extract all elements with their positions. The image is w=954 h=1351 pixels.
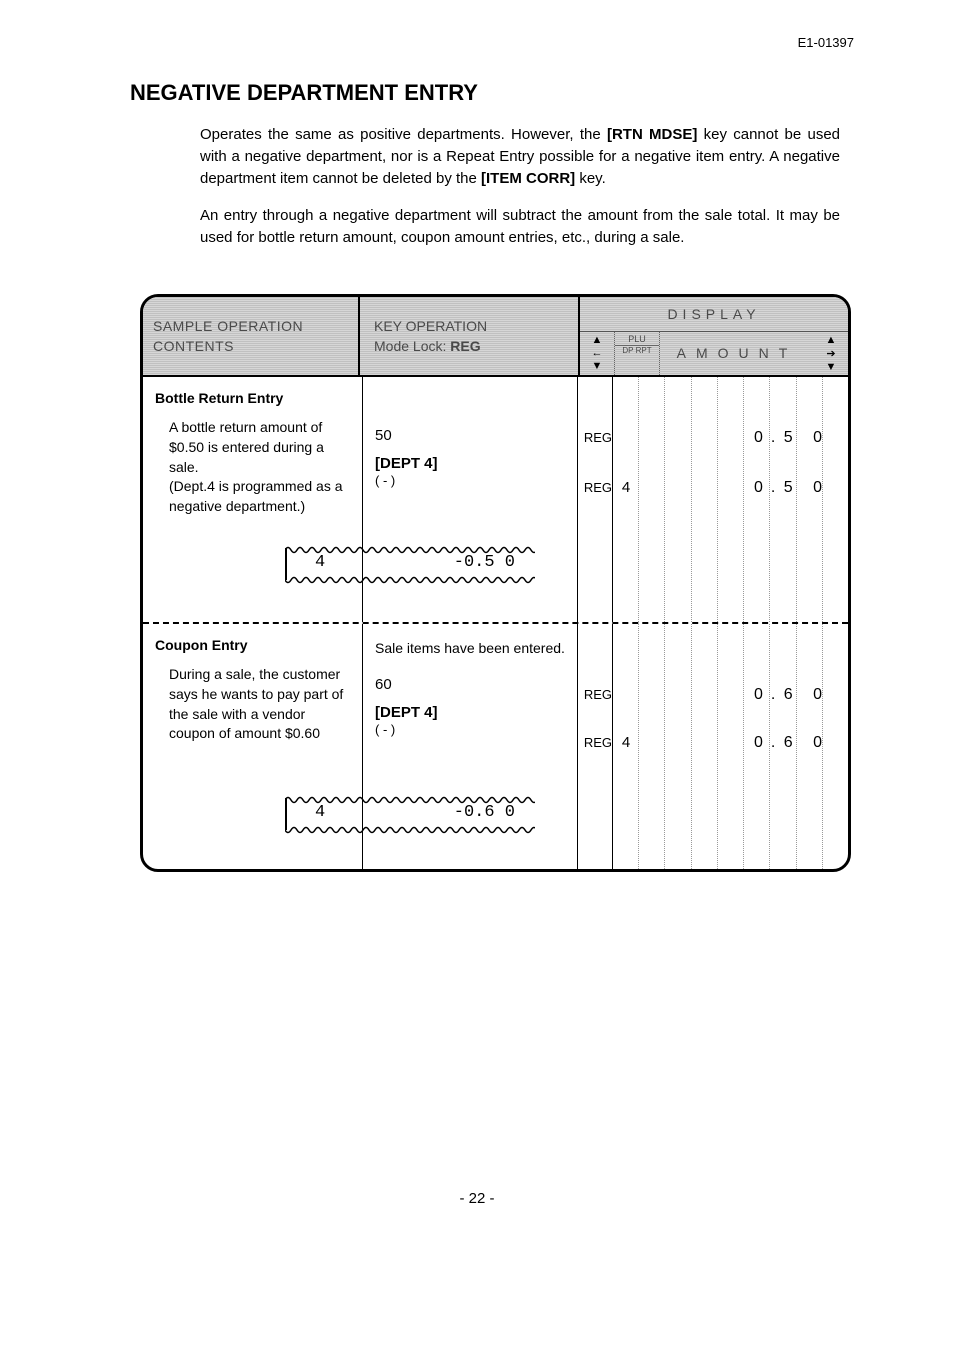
display-line: REG 4 0. 6 0 (578, 732, 848, 754)
display-line: REG 0. 6 0 (578, 684, 848, 706)
text: Operates the same as positive department… (200, 126, 607, 143)
text: Mode Lock: REG (374, 338, 564, 354)
hdr-sample-operation: SAMPLE OPERATION CONTENTS (143, 297, 360, 375)
operation-panel: SAMPLE OPERATION CONTENTS KEY OPERATION … (140, 294, 851, 872)
mode-indicator: REG (578, 687, 614, 702)
hdr-display: DISPLAY ▲←▼ PLU DP RPT AMOUNT ▲➔▼ (580, 297, 848, 375)
receipt-dept: 4 (315, 553, 325, 572)
amount-label: AMOUNT (660, 332, 814, 375)
display-label: DISPLAY (580, 297, 848, 332)
mode-indicator: REG (578, 480, 614, 495)
panel-header: SAMPLE OPERATION CONTENTS KEY OPERATION … (143, 297, 848, 377)
receipt-dept: 4 (315, 803, 325, 822)
hdr-key-operation: KEY OPERATION Mode Lock: REG (360, 297, 580, 375)
table-row: Bottle Return Entry A bottle return amou… (143, 377, 848, 622)
dept-digit: 4 (614, 734, 638, 751)
receipt-amount: -0.5 0 (454, 553, 515, 572)
sample-body: A bottle return amount of $0.50 is enter… (155, 418, 350, 516)
amount-digits: 0. 6 0 (754, 686, 848, 704)
text: KEY OPERATION (374, 318, 564, 334)
dept-digit: 4 (614, 479, 638, 496)
arrows-icon: ▲➔▼ (814, 332, 848, 375)
text: key. (575, 170, 606, 187)
table-row: Coupon Entry During a sale, the customer… (143, 622, 848, 869)
page-title: NEGATIVE DEPARTMENT ENTRY (130, 80, 894, 106)
page-number: - 22 - (0, 1190, 954, 1207)
display-line: REG 0. 5 0 (578, 427, 848, 449)
sample-title: Coupon Entry (155, 636, 350, 656)
paragraph-2: An entry through a negative department w… (200, 205, 840, 249)
text: CONTENTS (153, 338, 348, 354)
display-cell: REG 0. 5 0REG 4 0. 5 0 (578, 377, 848, 622)
amount-digits: 0. 6 0 (754, 734, 848, 752)
display-line: REG 4 0. 5 0 (578, 477, 848, 499)
receipt-amount: -0.6 0 (454, 803, 515, 822)
key-ref: [ITEM CORR] (481, 170, 575, 187)
sample-body: During a sale, the customer says he want… (155, 665, 350, 743)
key-entry: 60 (375, 671, 565, 700)
receipt-tape: 4 -0.6 0 (285, 792, 535, 837)
sample-title: Bottle Return Entry (155, 389, 350, 409)
paragraph-1: Operates the same as positive department… (200, 124, 840, 189)
text: SAMPLE OPERATION (153, 318, 348, 334)
doc-id: E1-01397 (798, 35, 854, 50)
key-ref: [RTN MDSE] (607, 126, 697, 143)
mode-indicator: REG (578, 735, 614, 750)
amount-digits: 0. 5 0 (754, 429, 848, 447)
mode-indicator: REG (578, 430, 614, 445)
amount-digits: 0. 5 0 (754, 479, 848, 497)
key-pre: Sale items have been entered. (375, 639, 565, 657)
receipt-tape: 4 -0.5 0 (285, 542, 535, 587)
arrows-icon: ▲←▼ (580, 332, 615, 375)
display-cell: REG 0. 6 0REG 4 0. 6 0 (578, 624, 848, 869)
key-entry: 50 (375, 422, 565, 451)
plu-label: PLU DP RPT (615, 332, 660, 375)
